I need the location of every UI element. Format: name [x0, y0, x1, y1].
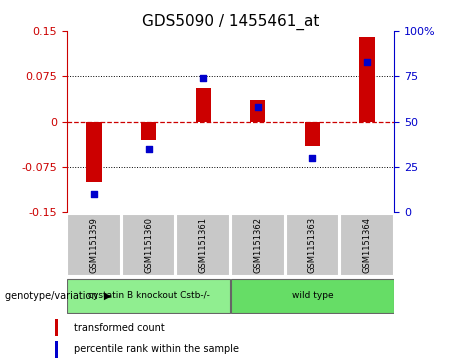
Bar [286, 214, 339, 276]
Text: GSM1151360: GSM1151360 [144, 217, 153, 273]
Bar [231, 214, 284, 276]
Point [363, 59, 371, 65]
Point [90, 191, 98, 197]
Bar [177, 214, 230, 276]
Point [200, 75, 207, 81]
Text: GSM1151364: GSM1151364 [362, 217, 372, 273]
Bar [55, 341, 58, 358]
Point [254, 104, 261, 110]
Text: transformed count: transformed count [74, 323, 165, 333]
Text: wild type: wild type [291, 291, 333, 300]
Text: genotype/variation  ▶: genotype/variation ▶ [5, 291, 111, 301]
Text: GSM1151359: GSM1151359 [89, 217, 99, 273]
Bar [195, 88, 211, 122]
Bar [340, 214, 394, 276]
Bar [122, 214, 175, 276]
Bar [87, 122, 102, 182]
Title: GDS5090 / 1455461_at: GDS5090 / 1455461_at [142, 13, 319, 29]
Point [145, 146, 152, 152]
Text: GSM1151361: GSM1151361 [199, 217, 208, 273]
Text: GSM1151362: GSM1151362 [253, 217, 262, 273]
Bar [231, 279, 394, 313]
Text: cystatin B knockout Cstb-/-: cystatin B knockout Cstb-/- [88, 291, 210, 300]
Point [309, 155, 316, 161]
Bar [305, 122, 320, 146]
Bar [141, 122, 156, 140]
Bar [55, 319, 58, 336]
Text: percentile rank within the sample: percentile rank within the sample [74, 344, 239, 354]
Bar [67, 214, 121, 276]
Text: GSM1151363: GSM1151363 [308, 217, 317, 273]
Bar [359, 37, 374, 122]
Bar [67, 279, 230, 313]
Bar [250, 101, 266, 122]
